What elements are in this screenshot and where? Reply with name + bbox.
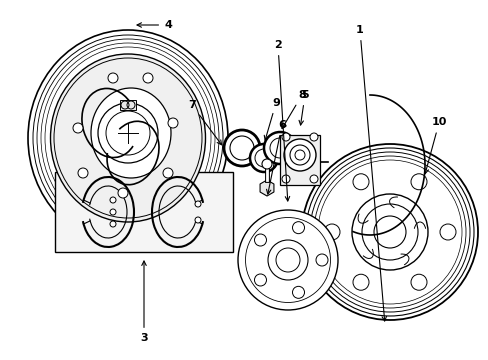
Circle shape (73, 123, 83, 133)
Circle shape (168, 118, 178, 128)
Circle shape (195, 217, 201, 223)
Polygon shape (260, 180, 273, 196)
Circle shape (410, 174, 426, 190)
Circle shape (118, 188, 128, 198)
Bar (55, 172, 232, 252)
Circle shape (264, 132, 295, 164)
Text: 1: 1 (355, 25, 386, 321)
Circle shape (254, 274, 266, 286)
Circle shape (262, 159, 271, 169)
Circle shape (249, 144, 278, 172)
Ellipse shape (28, 30, 227, 246)
Circle shape (284, 139, 315, 171)
Circle shape (224, 130, 260, 166)
Circle shape (238, 210, 337, 310)
Circle shape (352, 274, 368, 290)
Bar (120, 100, 136, 110)
Circle shape (254, 234, 266, 246)
Ellipse shape (37, 39, 219, 237)
Circle shape (305, 148, 473, 316)
Circle shape (282, 133, 289, 141)
Text: 9: 9 (264, 98, 279, 140)
Text: 8: 8 (282, 90, 305, 129)
Circle shape (313, 156, 465, 308)
Text: 6: 6 (266, 120, 285, 194)
Circle shape (98, 103, 158, 163)
Text: 10: 10 (423, 117, 446, 174)
Circle shape (410, 274, 426, 290)
Circle shape (163, 168, 173, 178)
Circle shape (78, 168, 88, 178)
Text: 3: 3 (140, 261, 147, 343)
Circle shape (351, 194, 427, 270)
Text: 7: 7 (188, 100, 221, 145)
Circle shape (352, 174, 368, 190)
Bar (280, 135, 319, 185)
Circle shape (110, 197, 116, 203)
Circle shape (309, 133, 317, 141)
Circle shape (309, 152, 469, 312)
Ellipse shape (33, 35, 223, 241)
Circle shape (317, 160, 461, 304)
Text: 2: 2 (274, 40, 289, 201)
Circle shape (292, 222, 304, 234)
Circle shape (110, 209, 116, 215)
Circle shape (110, 221, 116, 227)
Ellipse shape (91, 88, 171, 178)
Ellipse shape (41, 43, 215, 233)
Circle shape (324, 224, 339, 240)
Ellipse shape (45, 47, 210, 229)
Circle shape (195, 201, 201, 207)
Circle shape (309, 175, 317, 183)
Circle shape (267, 240, 307, 280)
Circle shape (439, 224, 455, 240)
Text: 5: 5 (299, 90, 308, 125)
Ellipse shape (50, 54, 205, 222)
Circle shape (289, 145, 309, 165)
Text: 4: 4 (137, 20, 172, 30)
Circle shape (108, 73, 118, 83)
Circle shape (142, 73, 153, 83)
Circle shape (361, 204, 417, 260)
Circle shape (373, 216, 405, 248)
Circle shape (302, 144, 477, 320)
Circle shape (315, 254, 327, 266)
Circle shape (292, 286, 304, 298)
Circle shape (282, 175, 289, 183)
Circle shape (308, 157, 318, 167)
